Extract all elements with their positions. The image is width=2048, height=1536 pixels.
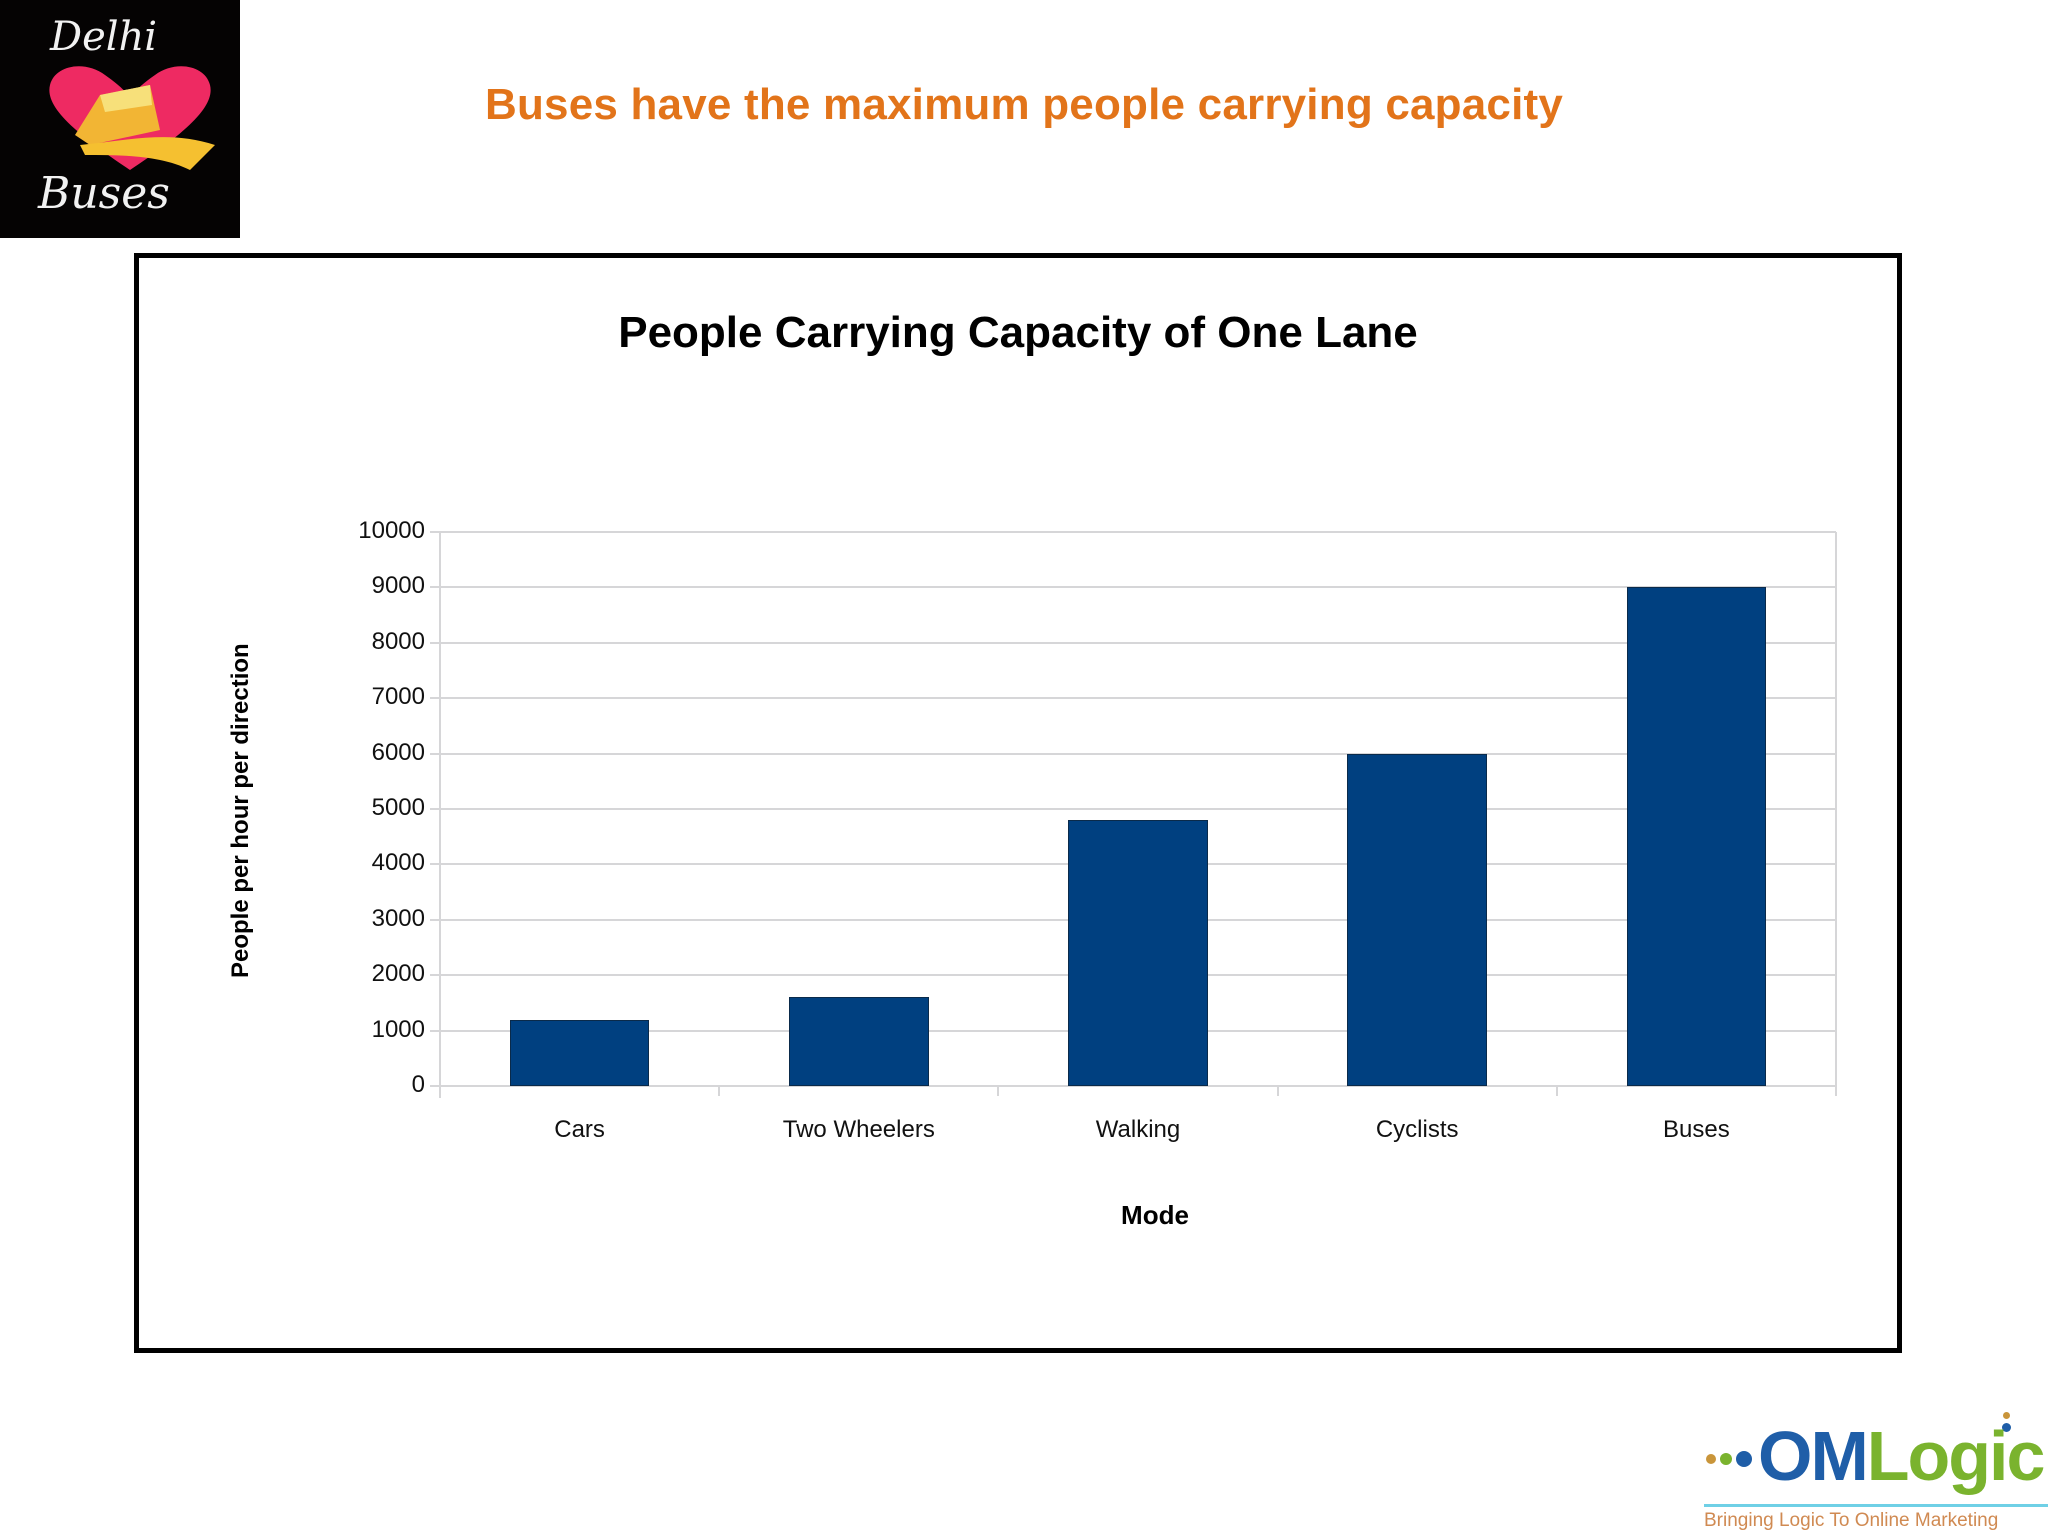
gridline: [430, 697, 1836, 700]
bar-cars: [509, 1019, 650, 1086]
gridline: [430, 586, 1836, 589]
bar-walking: [1068, 820, 1208, 1086]
y-tick-label: 5000: [371, 794, 425, 821]
y-axis-line: [439, 532, 441, 1098]
logo-dot-icon: [1736, 1451, 1752, 1467]
logo-dot-icon: [1706, 1454, 1716, 1464]
y-tick-label: 6000: [371, 738, 425, 766]
logo-dot-icon: [2003, 1412, 2010, 1419]
y-tick-label: 1000: [371, 1015, 425, 1043]
bar-cyclists: [1347, 753, 1487, 1086]
logo-dot-icon: [1720, 1453, 1732, 1465]
y-tick-label: 7000: [371, 683, 425, 711]
y-axis-title: People per hour per direction: [227, 643, 254, 978]
y-tick-label: 9000: [371, 572, 425, 600]
x-tick-label: Two Wheelers: [782, 1116, 935, 1143]
y-tick-label: 3000: [371, 904, 425, 932]
logo-underline: [1704, 1504, 2048, 1507]
omlogic-logo: OMLogic Bringing Logic To Online Marketi…: [1700, 1398, 2048, 1536]
y-tick-label: 8000: [371, 627, 425, 655]
brand-tagline: Bringing Logic To Online Marketing: [1704, 1510, 1999, 1531]
x-tick-label: Cyclists: [1375, 1116, 1459, 1143]
x-tick-mark: [997, 1086, 1000, 1096]
bar-buses: [1626, 587, 1767, 1086]
delhi-buses-logo: Delhi Buses: [0, 0, 240, 238]
logo-dot-icon: [2002, 1423, 2011, 1432]
slide-headline: Buses have the maximum people carrying c…: [484, 80, 1564, 129]
x-tick-label: Cars: [554, 1116, 605, 1143]
x-tick-label: Walking: [1095, 1116, 1181, 1143]
x-tick-mark: [718, 1086, 721, 1096]
x-tick-mark: [1835, 1086, 1837, 1096]
gridline: [430, 752, 1836, 755]
x-tick-mark: [439, 1086, 441, 1096]
y-tick-label: 2000: [371, 960, 425, 988]
bar-two-wheelers: [789, 997, 929, 1086]
x-tick-mark: [1555, 1086, 1558, 1096]
y-tick-label: 10000: [358, 517, 425, 544]
x-axis-title: Mode: [1121, 1200, 1189, 1230]
gridline: [430, 641, 1836, 644]
gridline: [430, 808, 1836, 810]
plot-right-border: [1835, 532, 1837, 1086]
heart-bus-icon: [49, 66, 215, 170]
y-tick-label: 4000: [371, 849, 425, 877]
x-tick-mark: [1276, 1086, 1279, 1096]
logo-text-delhi: Delhi: [50, 14, 158, 60]
brand-wordmark: OMLogic: [1758, 1417, 2045, 1495]
chart-title: People Carrying Capacity of One Lane: [618, 308, 1418, 357]
gridline: [430, 1085, 1836, 1087]
x-tick-label: Buses: [1663, 1116, 1730, 1143]
chart-container: People Carrying Capacity of One Lane 0 10…: [134, 253, 1902, 1353]
y-tick-label: 0: [411, 1071, 425, 1098]
logo-text-buses: Buses: [38, 168, 170, 219]
gridline: [430, 531, 1836, 533]
